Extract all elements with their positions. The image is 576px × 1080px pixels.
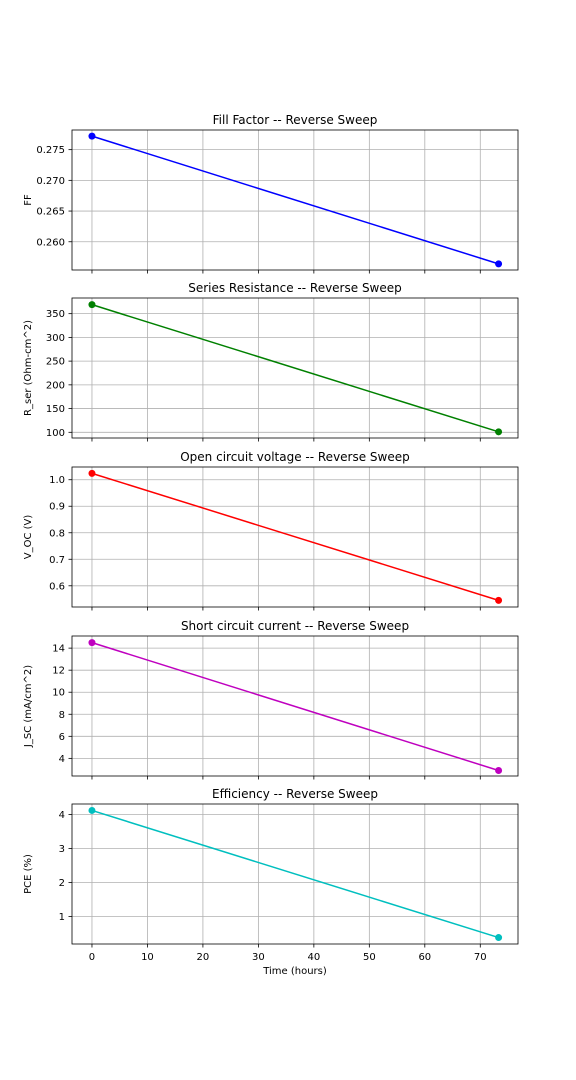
y-tick-label: 0.260 bbox=[36, 237, 65, 248]
y-axis-label: R_ser (Ohm-cm^2) bbox=[23, 320, 34, 416]
y-tick-label: 8 bbox=[59, 710, 65, 721]
data-point bbox=[495, 428, 503, 436]
y-tick-label: 250 bbox=[46, 357, 65, 368]
x-tick-label: 60 bbox=[418, 952, 431, 963]
x-tick-label: 20 bbox=[197, 952, 210, 963]
y-tick-label: 100 bbox=[46, 428, 65, 439]
y-tick-label: 0.6 bbox=[49, 581, 65, 592]
y-tick-label: 4 bbox=[59, 810, 65, 821]
series-line bbox=[91, 641, 499, 772]
y-tick-label: 3 bbox=[59, 844, 65, 855]
y-tick-label: 0.9 bbox=[49, 502, 65, 513]
y-tick-label: 1 bbox=[59, 912, 65, 923]
y-axis-label: J_SC (mA/cm^2) bbox=[23, 665, 34, 748]
data-point bbox=[88, 132, 96, 140]
x-tick-label: 10 bbox=[141, 952, 154, 963]
subplot-title: Series Resistance -- Reverse Sweep bbox=[188, 281, 402, 295]
x-tick-label: 50 bbox=[363, 952, 376, 963]
data-point bbox=[88, 301, 96, 309]
x-tick-label: 0 bbox=[89, 952, 95, 963]
y-tick-label: 0.7 bbox=[49, 555, 65, 566]
plot-frame bbox=[71, 129, 519, 271]
data-point bbox=[495, 766, 503, 774]
x-tick-label: 40 bbox=[307, 952, 320, 963]
y-tick-label: 2 bbox=[59, 878, 65, 889]
series-line bbox=[91, 809, 499, 939]
y-tick-label: 10 bbox=[52, 688, 65, 699]
plot-frame bbox=[71, 803, 519, 945]
subplot-title: Fill Factor -- Reverse Sweep bbox=[213, 113, 378, 127]
y-tick-label: 150 bbox=[46, 404, 65, 415]
subplot-3: 0.6 0.7 0.8 0.9 1.0 Open circuit voltage -- R… bbox=[23, 450, 519, 611]
y-tick-label: 0.265 bbox=[36, 207, 65, 218]
x-axis-label: Time (hours) bbox=[262, 966, 327, 977]
y-tick-label: 0.8 bbox=[49, 528, 65, 539]
y-tick-label: 0.270 bbox=[36, 176, 65, 187]
x-tick-label: 30 bbox=[252, 952, 265, 963]
y-axis-label: PCE (%) bbox=[23, 854, 34, 894]
data-point bbox=[495, 260, 503, 268]
plot-frame bbox=[71, 635, 519, 777]
data-point bbox=[495, 934, 503, 942]
y-axis-label: FF bbox=[23, 194, 34, 206]
subplot-5: 0 10 20 30 40 50 60 70 1 2 3 4 Efficiency -- Reverse… bbox=[23, 787, 519, 977]
data-point bbox=[88, 469, 96, 477]
series-line bbox=[91, 472, 499, 602]
y-tick-label: 350 bbox=[46, 309, 65, 320]
subplot-1: 0.260 0.265 0.270 0.275 Fill Factor -- Rever… bbox=[23, 113, 519, 274]
y-tick-label: 200 bbox=[46, 380, 65, 391]
y-axis-label: V_OC (V) bbox=[23, 515, 34, 560]
data-point bbox=[88, 806, 96, 814]
y-tick-label: 12 bbox=[52, 666, 65, 677]
plot-frame bbox=[71, 297, 519, 439]
subplot-title: Efficiency -- Reverse Sweep bbox=[212, 787, 378, 801]
y-tick-label: 0.275 bbox=[36, 145, 65, 156]
series-line bbox=[91, 303, 499, 433]
subplot-title: Open circuit voltage -- Reverse Sweep bbox=[180, 450, 410, 464]
subplot-2: 100 150 200 250 300 350 Series Resistance -- R… bbox=[23, 281, 519, 442]
y-tick-label: 4 bbox=[59, 754, 65, 765]
y-tick-label: 14 bbox=[52, 644, 65, 655]
subplot-4: 4 6 8 10 12 14 Short circuit current -- Revers… bbox=[23, 619, 519, 780]
x-tick-label: 70 bbox=[474, 952, 487, 963]
data-point bbox=[88, 639, 96, 647]
y-tick-label: 1.0 bbox=[49, 475, 65, 486]
y-tick-label: 300 bbox=[46, 333, 65, 344]
y-tick-label: 6 bbox=[59, 732, 65, 743]
data-point bbox=[495, 596, 503, 604]
subplot-title: Short circuit current -- Reverse Sweep bbox=[181, 619, 409, 633]
series-line bbox=[91, 135, 499, 265]
plot-frame bbox=[71, 466, 519, 608]
